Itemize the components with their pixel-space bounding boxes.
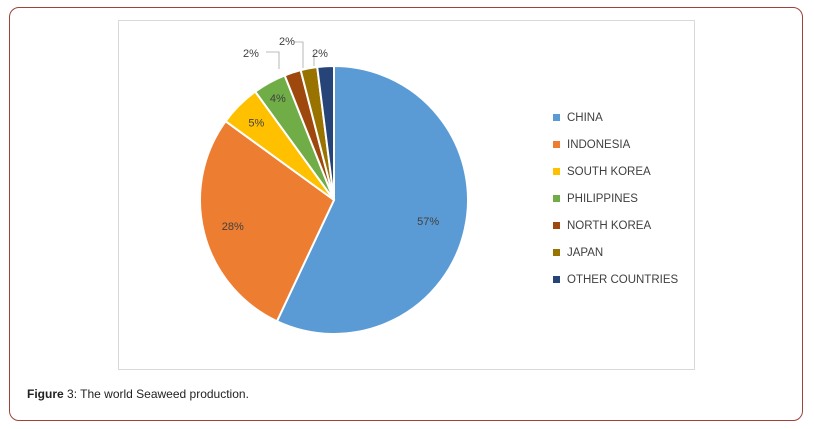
- pie-slice-other-countries: [316, 64, 335, 201]
- legend-label: CHINA: [567, 112, 603, 124]
- data-label-indonesia: 28%: [222, 221, 244, 233]
- legend-label: JAPAN: [567, 247, 604, 259]
- leader-line-north-korea: [266, 51, 280, 69]
- legend-label: OTHER COUNTRIES: [567, 274, 679, 286]
- data-label-south-korea: 5%: [248, 117, 264, 129]
- data-label-other-countries: 2%: [312, 48, 328, 60]
- caption-label: Figure: [27, 387, 64, 401]
- data-label-north-korea: 2%: [243, 48, 259, 60]
- data-label-china: 57%: [417, 216, 439, 228]
- figure-caption: Figure 3: The world Seaweed production.: [27, 387, 249, 401]
- leader-line-japan: [294, 41, 304, 68]
- pie-slice-indonesia: [199, 119, 336, 323]
- legend-swatch: [553, 114, 560, 121]
- legend-label: NORTH KOREA: [567, 220, 652, 232]
- caption-text: : The world Seaweed production.: [73, 387, 249, 401]
- legend-label: SOUTH KOREA: [567, 166, 651, 178]
- data-label-japan: 2%: [279, 36, 295, 48]
- legend-label: PHILIPPINES: [567, 193, 638, 205]
- legend-swatch: [553, 276, 560, 283]
- legend-swatch: [553, 249, 560, 256]
- legend-swatch: [553, 168, 560, 175]
- caption-number: 3: [63, 387, 74, 401]
- legend-swatch: [553, 195, 560, 202]
- pie-chart: 57% 28% 5% 4% 2% 2% 2%: [199, 36, 469, 335]
- legend-swatch: [553, 222, 560, 229]
- chart-area: 57% 28% 5% 4% 2% 2% 2%: [118, 20, 695, 370]
- legend-swatch: [553, 141, 560, 148]
- pie-slice-china: [275, 64, 469, 335]
- legend-label: INDONESIA: [567, 139, 631, 151]
- data-label-philippines: 4%: [270, 93, 286, 105]
